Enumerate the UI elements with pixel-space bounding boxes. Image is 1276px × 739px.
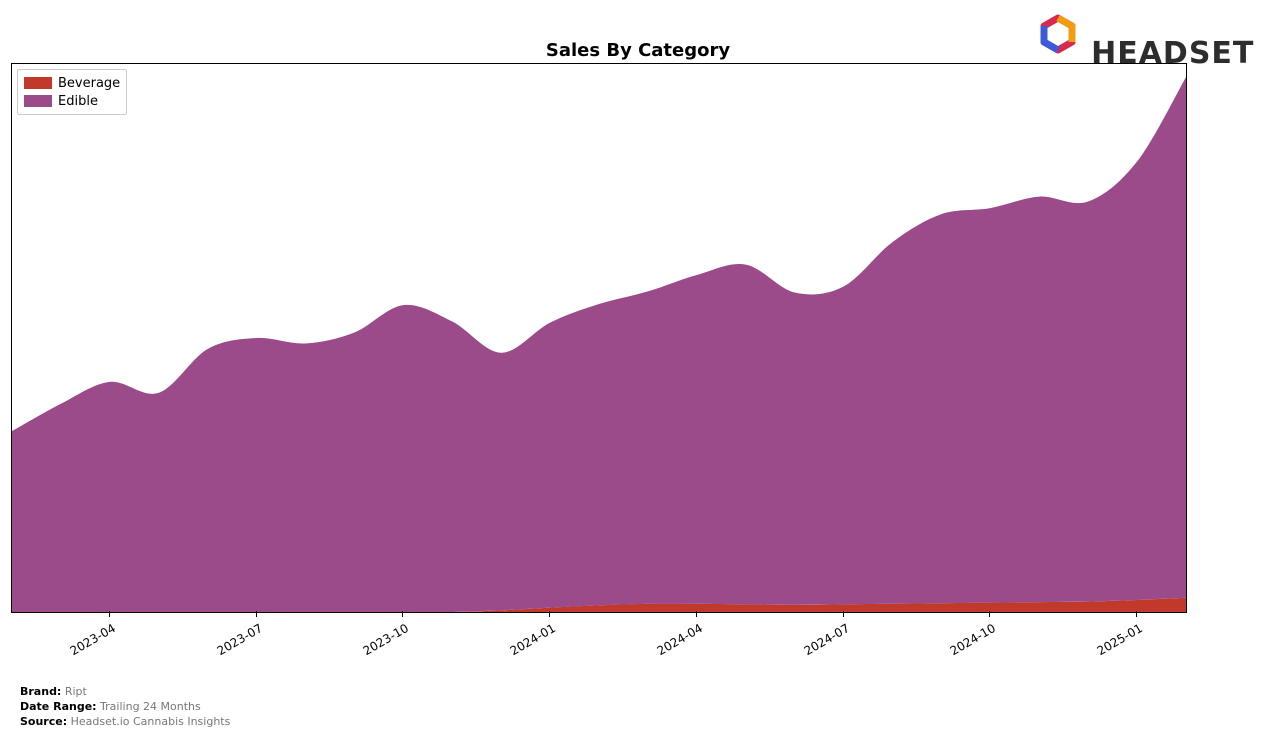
meta-label: Date Range: xyxy=(20,700,97,713)
legend-item: Beverage xyxy=(24,74,120,92)
legend-item: Edible xyxy=(24,92,120,110)
meta-label: Source: xyxy=(20,715,67,728)
chart-metadata: Brand: RiptDate Range: Trailing 24 Month… xyxy=(20,684,230,729)
legend-swatch xyxy=(24,77,52,89)
x-tick-mark xyxy=(109,611,110,617)
x-tick-label: 2024-07 xyxy=(793,621,852,663)
legend-label: Edible xyxy=(58,94,98,109)
plot-area xyxy=(11,63,1187,613)
headset-logo-mark xyxy=(1036,14,1080,58)
legend-label: Beverage xyxy=(58,76,120,91)
x-tick-mark xyxy=(1136,611,1137,617)
x-tick-mark xyxy=(256,611,257,617)
x-tick-mark xyxy=(696,611,697,617)
meta-value: Ript xyxy=(61,685,87,698)
meta-line: Date Range: Trailing 24 Months xyxy=(20,699,230,714)
x-tick-label: 2023-07 xyxy=(206,621,265,663)
x-tick-label: 2023-10 xyxy=(352,621,411,663)
legend: Beverage Edible xyxy=(17,69,127,115)
meta-line: Source: Headset.io Cannabis Insights xyxy=(20,714,230,729)
x-tick-mark xyxy=(989,611,990,617)
area-series xyxy=(12,77,1186,612)
x-tick-label: 2024-04 xyxy=(646,621,705,663)
x-tick-label: 2025-01 xyxy=(1086,621,1145,663)
x-tick-mark xyxy=(549,611,550,617)
meta-value: Trailing 24 Months xyxy=(97,700,201,713)
stacked-area-chart xyxy=(12,64,1186,612)
meta-label: Brand: xyxy=(20,685,61,698)
x-tick-label: 2024-01 xyxy=(499,621,558,663)
x-tick-mark xyxy=(843,611,844,617)
x-tick-mark xyxy=(402,611,403,617)
meta-value: Headset.io Cannabis Insights xyxy=(67,715,230,728)
x-tick-label: 2023-04 xyxy=(59,621,118,663)
x-tick-label: 2024-10 xyxy=(939,621,998,663)
meta-line: Brand: Ript xyxy=(20,684,230,699)
legend-swatch xyxy=(24,95,52,107)
